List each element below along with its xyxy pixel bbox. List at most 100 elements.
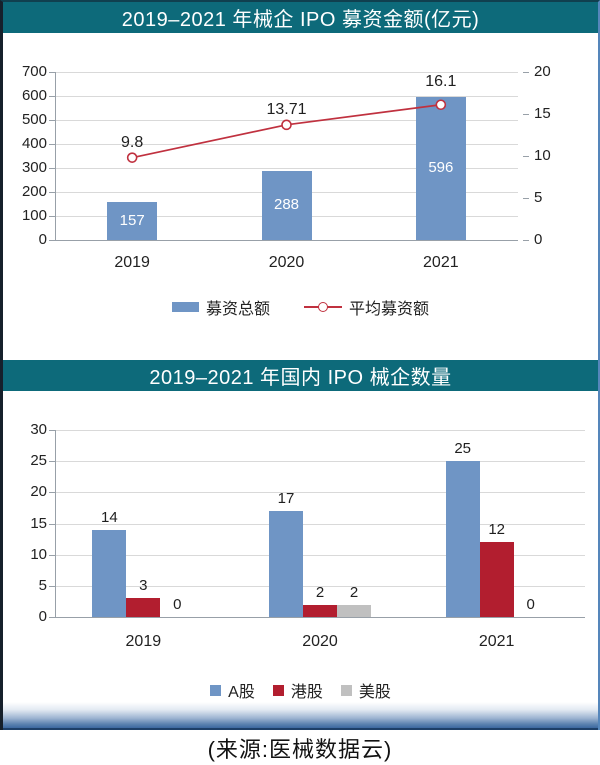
footer: (来源:医械数据云) <box>0 730 600 765</box>
x-axis-label-2019: 2019 <box>114 254 150 271</box>
bar-total-raised-2021 <box>415 96 466 240</box>
line-marker-2020 <box>281 119 292 131</box>
y-axis-tick-label: 600 <box>21 87 47 104</box>
legend-swatch-icon <box>210 684 222 696</box>
bar-value-label: 3 <box>139 577 148 595</box>
bar-a-share-2021 <box>445 461 480 617</box>
bar-value-label: 14 <box>100 508 118 526</box>
gridline <box>55 72 518 73</box>
y-axis-tick-label: 10 <box>30 545 47 563</box>
y-axis-tick-mark <box>49 430 55 431</box>
bar-value-label: 2 <box>349 583 359 601</box>
y-axis-tick-mark <box>49 617 55 618</box>
chart2-title: 2019–2021 年国内 IPO 械企数量 <box>149 367 452 389</box>
bar-value-label: 17 <box>277 490 295 508</box>
y-axis-tick-mark <box>49 523 55 525</box>
y-axis-tick-label: 5 <box>38 576 47 594</box>
bar-value-label: 0 <box>526 596 535 613</box>
bar-us-share-2020 <box>337 604 371 617</box>
line-marker-2019 <box>126 152 138 163</box>
bar-value-label: 12 <box>488 521 505 539</box>
bar-value-label: 157 <box>119 212 145 230</box>
bar-hk-share-2020 <box>303 604 337 617</box>
chart1-title: 2019–2021 年械企 IPO 募资金额(亿元) <box>121 9 480 31</box>
y-axis-tick-label: 200 <box>21 183 47 200</box>
y2-axis-tick-label: 5 <box>534 189 543 206</box>
y-axis-tick-mark <box>49 144 55 145</box>
legend-label: 港股 <box>290 684 323 701</box>
x-axis-label-2021: 2021 <box>478 633 515 650</box>
y-axis-tick-label: 400 <box>21 135 47 152</box>
line-marker-2021 <box>435 99 447 111</box>
y2-axis-tick-mark <box>523 198 529 199</box>
y-axis-tick-mark <box>49 554 55 556</box>
bar-value-label: 25 <box>454 440 471 458</box>
legend: A股 港股 美股 <box>3 678 598 702</box>
y2-axis-tick-mark <box>523 72 529 73</box>
y-axis-tick-label: 0 <box>38 608 47 625</box>
y2-axis-tick-mark <box>523 240 529 241</box>
gridline <box>55 523 585 525</box>
y-axis-tick-mark <box>49 192 55 193</box>
bar-value-label: 596 <box>428 159 454 177</box>
y-axis-tick-mark <box>49 216 55 217</box>
y-axis-tick-label: 100 <box>21 207 47 224</box>
bar-a-share-2019 <box>92 529 127 617</box>
gridline <box>55 144 518 145</box>
gridline <box>55 585 585 587</box>
y2-axis-tick-label: 10 <box>534 147 551 164</box>
source-caption: (来源:医械数据云) <box>207 736 393 762</box>
x-axis-label-2020: 2020 <box>268 254 305 271</box>
legend-label: A股 <box>228 684 255 701</box>
y-axis-tick-mark <box>49 240 55 241</box>
legend-item-avg-raised: 平均募资额 <box>304 295 429 319</box>
y-axis-tick-label: 25 <box>30 452 47 470</box>
y-axis-tick-label: 30 <box>30 421 47 438</box>
bar-a-share-2020 <box>269 511 303 617</box>
y-axis-tick-mark <box>49 96 55 97</box>
y2-axis-tick-label: 20 <box>534 63 551 80</box>
chart2-title-bar: 2019–2021 年国内 IPO 械企数量 <box>3 360 598 391</box>
legend-item-us-share: 美股 <box>340 678 391 702</box>
gridline <box>55 554 585 556</box>
y-axis-tick-label: 15 <box>30 514 47 532</box>
y-axis-tick-label: 700 <box>21 63 47 80</box>
y2-axis-tick-mark <box>523 114 529 115</box>
y-axis-tick-mark <box>49 168 55 169</box>
y2-axis-tick-label: 15 <box>534 105 551 122</box>
y-axis-line <box>55 430 56 617</box>
y-axis-tick-mark <box>49 492 55 494</box>
gridline <box>55 461 585 463</box>
trend-line-avg-raised <box>126 99 447 163</box>
gridline <box>55 492 585 494</box>
bar-value-label: 2 <box>315 583 325 601</box>
legend-item-hk-share: 港股 <box>272 678 323 702</box>
legend-label: 平均募资额 <box>349 301 430 318</box>
y-axis-tick-mark <box>49 461 55 463</box>
y-axis-tick-mark <box>49 585 55 587</box>
gridline <box>55 96 518 97</box>
y-axis-line <box>55 72 56 240</box>
chart1-plot-section: 0 100 200 300 400 500 600 700 0 5 10 15 20 157 288 596 9… <box>3 33 598 360</box>
legend-line-dot <box>318 302 328 312</box>
legend-swatch-icon <box>272 684 284 696</box>
y-axis-tick-mark <box>49 120 55 121</box>
y2-axis-tick-mark <box>523 156 529 157</box>
line-value-label: 16.1 <box>425 72 457 90</box>
y-axis-tick-label: 500 <box>21 111 47 128</box>
x-axis-label-2021: 2021 <box>423 254 459 271</box>
x-axis-line <box>55 240 518 241</box>
divider-gradient-bar <box>3 702 598 730</box>
legend-item-a-share: A股 <box>210 678 255 702</box>
y2-axis-tick-label: 0 <box>534 231 543 248</box>
legend-label: 美股 <box>358 684 391 701</box>
x-axis-label-2020: 2020 <box>302 633 338 650</box>
chart1-title-bar: 2019–2021 年械企 IPO 募资金额(亿元) <box>3 2 598 33</box>
y-axis-tick-label: 20 <box>30 483 47 501</box>
y-axis-tick-mark <box>49 72 55 73</box>
chart2-plot-section: 0 5 10 15 20 25 30 14 17 25 3 2 12 0 2 0 2019 2020 2021 A股港… <box>3 391 598 702</box>
bar-value-label: 0 <box>173 596 182 613</box>
bar-value-label: 288 <box>273 196 300 214</box>
bar-hk-share-2019 <box>126 598 161 617</box>
gridline <box>55 430 585 431</box>
